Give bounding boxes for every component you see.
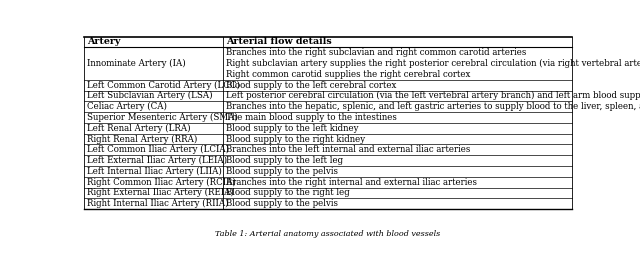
Text: Right subclavian artery supplies the right posterior cerebral circulation (via r: Right subclavian artery supplies the rig… (226, 59, 640, 68)
Text: Right Common Iliac Artery (RCIA): Right Common Iliac Artery (RCIA) (87, 177, 236, 187)
Text: Right common carotid supplies the right cerebral cortex: Right common carotid supplies the right … (226, 70, 470, 79)
Bar (84, 48, 572, 80)
Text: Blood supply to the left kidney: Blood supply to the left kidney (226, 124, 358, 133)
Bar (84, 188, 572, 198)
Text: Left External Iliac Artery (LEIA): Left External Iliac Artery (LEIA) (87, 156, 227, 165)
Text: Blood supply to the right leg: Blood supply to the right leg (226, 188, 350, 197)
Bar (84, 144, 572, 155)
Text: Left Common Carotid Artery (LCC): Left Common Carotid Artery (LCC) (87, 81, 240, 90)
Text: Blood supply to the pelvis: Blood supply to the pelvis (226, 199, 338, 208)
Text: Left Common Iliac Artery (LCIA): Left Common Iliac Artery (LCIA) (87, 145, 229, 154)
Text: Left posterior cerebral circulation (via the left vertebral artery branch) and l: Left posterior cerebral circulation (via… (226, 91, 640, 100)
Text: Branches into the hepatic, splenic, and left gastric arteries to supply blood to: Branches into the hepatic, splenic, and … (226, 102, 640, 111)
Bar (84, 155, 572, 166)
Bar (84, 91, 572, 101)
Text: Blood supply to the pelvis: Blood supply to the pelvis (226, 167, 338, 176)
Text: Blood supply to the left leg: Blood supply to the left leg (226, 156, 343, 165)
Bar (84, 177, 572, 188)
Bar (84, 123, 572, 133)
Text: Right Internal Iliac Artery (RIIA): Right Internal Iliac Artery (RIIA) (87, 199, 228, 208)
Text: Innominate Artery (IA): Innominate Artery (IA) (87, 59, 186, 68)
Text: Arterial flow details: Arterial flow details (226, 37, 332, 46)
Text: Branches into the right subclavian and right common carotid arteries: Branches into the right subclavian and r… (226, 48, 527, 57)
Text: Branches into the right internal and external iliac arteries: Branches into the right internal and ext… (226, 178, 477, 187)
Bar (84, 80, 572, 91)
Text: Superior Mesenteric Artery (SMA): Superior Mesenteric Artery (SMA) (87, 113, 238, 122)
Text: Left Renal Artery (LRA): Left Renal Artery (LRA) (87, 124, 191, 133)
Text: Table 1: Arterial anatomy associated with blood vessels: Table 1: Arterial anatomy associated wit… (216, 230, 440, 239)
Bar (84, 101, 572, 112)
Bar (84, 112, 572, 123)
Text: Celiac Artery (CA): Celiac Artery (CA) (87, 102, 167, 111)
Text: Blood supply to the left cerebral cortex: Blood supply to the left cerebral cortex (226, 81, 397, 90)
Bar (84, 166, 572, 177)
Text: Branches into the left internal and external iliac arteries: Branches into the left internal and exte… (226, 145, 470, 154)
Text: Right Renal Artery (RRA): Right Renal Artery (RRA) (87, 135, 197, 144)
Text: Blood supply to the right kidney: Blood supply to the right kidney (226, 135, 365, 144)
Bar (84, 198, 572, 209)
Text: The main blood supply to the intestines: The main blood supply to the intestines (226, 113, 397, 122)
Bar (84, 133, 572, 144)
Text: Left Internal Iliac Artery (LIIA): Left Internal Iliac Artery (LIIA) (87, 167, 222, 176)
Text: Artery: Artery (87, 37, 120, 46)
Text: Right External Iliac Artery (REIA): Right External Iliac Artery (REIA) (87, 188, 234, 197)
Text: Left Subclavian Artery (LSA): Left Subclavian Artery (LSA) (87, 91, 212, 100)
